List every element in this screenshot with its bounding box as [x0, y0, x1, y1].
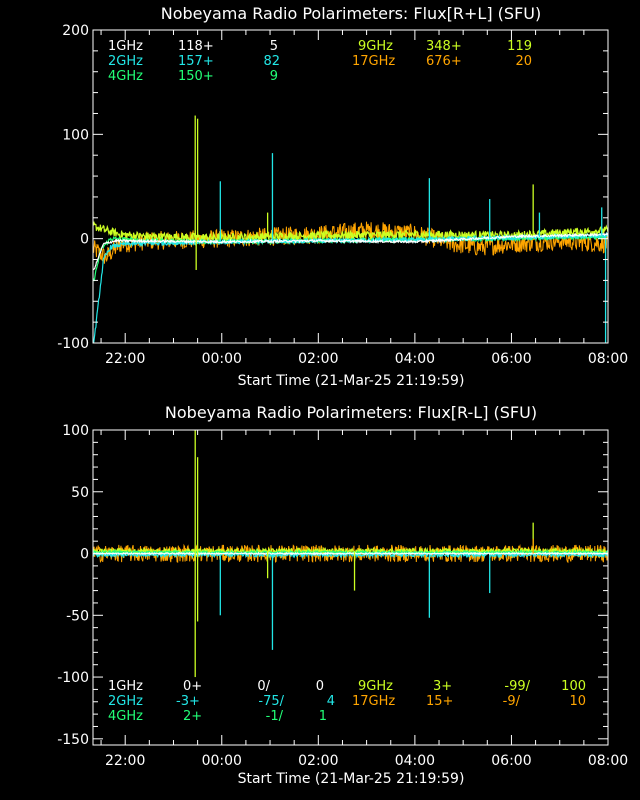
legend: 1GHz 118+ 5 2GHz 157+ 82 4GHz 150+ 9 9GH…: [108, 39, 532, 84]
legend-peak-9ghz: 119: [507, 39, 532, 54]
legend-band-17ghz: 17GHz: [352, 54, 395, 69]
series-line-g1: [93, 551, 608, 556]
x-tick-label: 06:00: [491, 351, 531, 367]
legend-band-17ghz: 17GHz: [352, 694, 395, 709]
x-tick-label: 02:00: [298, 753, 338, 769]
x-tick-label: 22:00: [105, 753, 145, 769]
legend-value-2ghz: 157+: [178, 54, 214, 69]
plot-area: -100 0 100 200 22:00 00:00 02:00 04:00 06:00 08:0…: [57, 23, 628, 367]
legend-band-2ghz: 2GHz: [108, 694, 143, 709]
legend: 1GHz 0+ 0/ 0 2GHz -3+ -75/ 4 4GHz 2+ -1/…: [108, 679, 586, 724]
legend-band-9ghz: 9GHz: [358, 679, 393, 694]
legend-value-1ghz: 118+: [178, 39, 214, 54]
x-tick-label: 22:00: [105, 351, 145, 367]
series-line-g17: [93, 221, 608, 264]
y-tick-label: 200: [62, 23, 89, 39]
y-tick-label: -100: [57, 670, 89, 686]
y-tick-label: 100: [62, 127, 89, 143]
legend-value-4ghz: 150+: [178, 69, 214, 84]
legend-peak-1ghz: 5: [270, 39, 278, 54]
legend-band-4ghz: 4GHz: [108, 709, 143, 724]
legend-value-17ghz: 15+: [426, 694, 453, 709]
series-line-g4: [93, 548, 608, 556]
legend-mid-17ghz: -9/: [503, 694, 521, 709]
legend-mid-1ghz: 0/: [257, 679, 270, 694]
y-tick-label: 50: [71, 485, 89, 501]
legend-band-1ghz: 1GHz: [108, 679, 143, 694]
legend-mid-9ghz: -99/: [504, 679, 530, 694]
data-series-group: [93, 115, 608, 343]
axes-frame: [92, 429, 609, 746]
legend-band-4ghz: 4GHz: [108, 69, 143, 84]
legend-peak-4ghz: 9: [270, 69, 278, 84]
x-tick-label: 00:00: [202, 351, 242, 367]
legend-value-9ghz: 3+: [433, 679, 452, 694]
legend-value-1ghz: 0+: [183, 679, 202, 694]
x-tick-label: 08:00: [588, 753, 628, 769]
axes-frame: [92, 29, 609, 344]
y-tick-label: 0: [80, 232, 89, 248]
y-tick-label: -50: [66, 608, 89, 624]
x-tick-label: 02:00: [298, 351, 338, 367]
x-tick-label: 04:00: [395, 351, 435, 367]
y-tick-label: -100: [57, 336, 89, 352]
x-tick-label: 08:00: [588, 351, 628, 367]
panel-title: Nobeyama Radio Polarimeters: Flux[R+L] (…: [161, 4, 541, 23]
flux-rl-sum-panel: Nobeyama Radio Polarimeters: Flux[R+L] (…: [57, 4, 628, 389]
legend-band-2ghz: 2GHz: [108, 54, 143, 69]
y-tick-label: 0: [80, 547, 89, 563]
legend-max-9ghz: 100: [561, 679, 586, 694]
series-line-g1: [93, 232, 608, 271]
legend-band-1ghz: 1GHz: [108, 39, 143, 54]
legend-mid-2ghz: -75/: [258, 694, 284, 709]
legend-peak-2ghz: 82: [263, 54, 280, 69]
legend-max-1ghz: 0: [316, 679, 324, 694]
legend-value-2ghz: -3+: [176, 694, 200, 709]
legend-value-9ghz: 348+: [426, 39, 462, 54]
legend-band-9ghz: 9GHz: [358, 39, 393, 54]
legend-value-4ghz: 2+: [183, 709, 202, 724]
legend-value-17ghz: 676+: [426, 54, 462, 69]
legend-max-17ghz: 10: [569, 694, 586, 709]
legend-peak-17ghz: 20: [515, 54, 532, 69]
x-tick-label: 00:00: [202, 753, 242, 769]
legend-max-4ghz: 1: [319, 709, 327, 724]
panel-title: Nobeyama Radio Polarimeters: Flux[R-L] (…: [165, 403, 537, 422]
y-tick-label: -150: [57, 732, 89, 748]
flux-rl-difference-panel: Nobeyama Radio Polarimeters: Flux[R-L] (…: [57, 403, 628, 787]
x-axis-label: Start Time (21-Mar-25 21:19:59): [238, 373, 465, 389]
legend-max-2ghz: 4: [327, 694, 335, 709]
legend-mid-4ghz: -1/: [266, 709, 284, 724]
x-tick-label: 04:00: [395, 753, 435, 769]
y-tick-label: 100: [62, 423, 89, 439]
series-line-g9: [93, 220, 608, 244]
data-series-group: [93, 430, 608, 678]
x-tick-label: 06:00: [491, 753, 531, 769]
x-axis-label: Start Time (21-Mar-25 21:19:59): [238, 771, 465, 787]
